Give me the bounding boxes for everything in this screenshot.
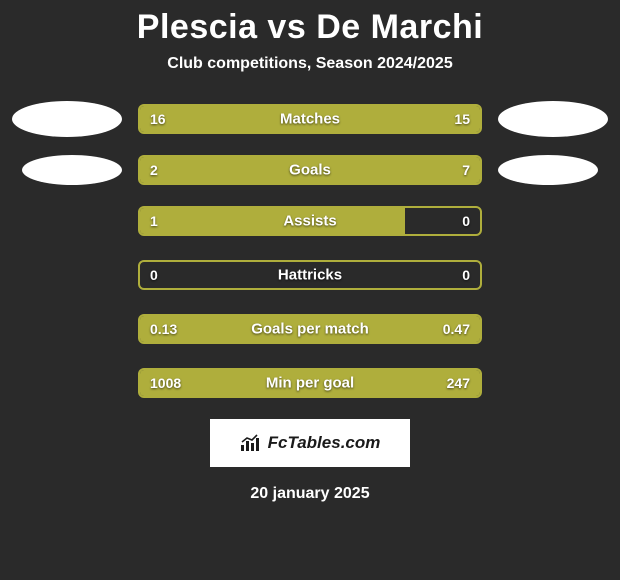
stat-label: Hattricks [278,267,342,284]
stat-value-right: 0.47 [443,321,470,337]
stat-bar: 1 0 Assists [138,206,482,236]
stat-value-right: 0 [462,213,470,229]
player-right-marker [498,101,608,137]
stat-row: 1 0 Assists [0,203,620,239]
stat-bar: 16 15 Matches [138,104,482,134]
stat-value-left: 2 [150,162,158,178]
stat-bar-left-fill [140,208,405,234]
stat-row: 1008 247 Min per goal [0,365,620,401]
page-title: Plescia vs De Marchi [0,8,620,47]
stat-value-left: 0 [150,267,158,283]
stat-row: 0.13 0.47 Goals per match [0,311,620,347]
stat-label: Goals per match [251,321,369,338]
stat-value-left: 16 [150,111,166,127]
stat-row: 0 0 Hattricks [0,257,620,293]
player-right-marker [498,155,598,185]
stat-bar-right-fill [215,157,480,183]
stat-label: Matches [280,111,340,128]
stat-value-left: 1008 [150,375,181,391]
stat-value-left: 0.13 [150,321,177,337]
stat-value-right: 7 [462,162,470,178]
stat-label: Assists [283,213,336,230]
stat-label: Goals [289,162,331,179]
stat-bar: 1008 247 Min per goal [138,368,482,398]
brand-text: FcTables.com [268,433,381,453]
stat-bar: 0 0 Hattricks [138,260,482,290]
stat-bar: 2 7 Goals [138,155,482,185]
date-text: 20 january 2025 [0,485,620,503]
stat-value-right: 247 [447,375,470,391]
comparison-infographic: Plescia vs De Marchi Club competitions, … [0,0,620,503]
stat-label: Min per goal [266,375,354,392]
stat-rows: 16 15 Matches 2 7 Goals 1 0 Assists 0 0 Hattricks 0.… [0,101,620,401]
stat-value-right: 0 [462,267,470,283]
stat-row: 2 7 Goals [0,155,620,185]
player-left-marker [12,101,122,137]
stat-value-left: 1 [150,213,158,229]
chart-icon [240,434,262,452]
stat-bar: 0.13 0.47 Goals per match [138,314,482,344]
player-left-marker [22,155,122,185]
brand-badge: FcTables.com [210,419,410,467]
subtitle: Club competitions, Season 2024/2025 [0,55,620,73]
stat-value-right: 15 [454,111,470,127]
stat-row: 16 15 Matches [0,101,620,137]
